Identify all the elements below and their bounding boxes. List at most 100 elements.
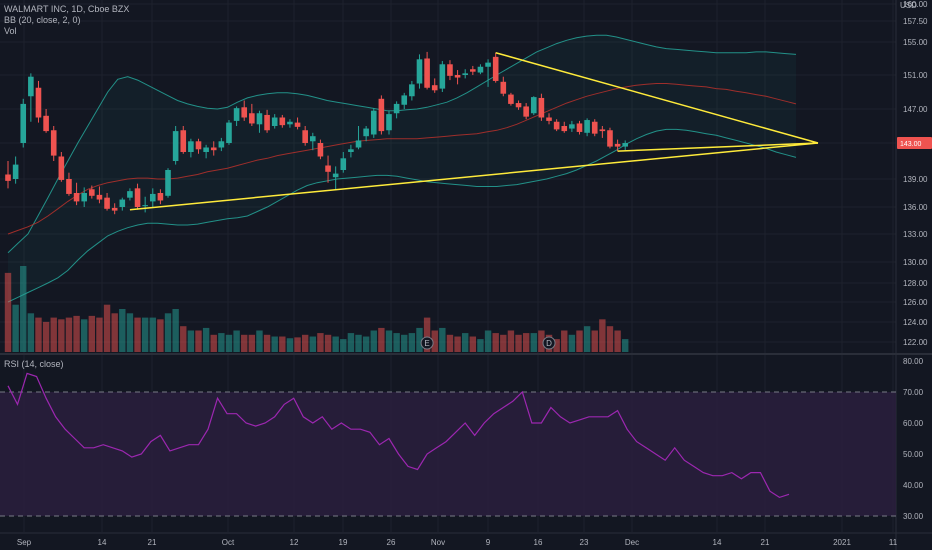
volume-bar xyxy=(576,330,583,352)
volume-bar xyxy=(324,334,332,352)
bb-indicator-label[interactable]: BB (20, close, 2, 0) xyxy=(4,15,81,25)
rsi-polyline xyxy=(7,372,790,499)
candle-body xyxy=(614,143,621,147)
volume-bar xyxy=(446,334,454,352)
volume-bar xyxy=(393,333,400,352)
volume-bar xyxy=(65,317,73,352)
candle-body xyxy=(134,188,141,207)
bb-upper-band xyxy=(7,34,797,254)
volume-bar xyxy=(81,319,88,352)
volume-bar xyxy=(507,330,515,352)
volume-bar xyxy=(317,333,324,352)
volume-bar xyxy=(378,327,385,352)
volume-bar xyxy=(500,334,507,352)
marker-e-icon[interactable]: E xyxy=(420,336,434,350)
volume-bar xyxy=(484,330,492,352)
volume-bar xyxy=(180,326,187,352)
volume-bar xyxy=(279,336,286,352)
candle-body xyxy=(73,193,80,202)
rsi-indicator-label[interactable]: RSI (14, close) xyxy=(4,359,64,369)
time-tick-label: 26 xyxy=(387,538,396,547)
volume-bar xyxy=(103,304,111,352)
time-tick-label: Dec xyxy=(625,538,639,547)
volume-bar xyxy=(599,319,606,352)
volume-bar xyxy=(362,336,370,352)
candle-body xyxy=(500,81,507,94)
volume-bar xyxy=(492,333,499,352)
volume-bar xyxy=(256,330,263,352)
main-legend: WALMART INC, 1D, Cboe BZX BB (20, close,… xyxy=(4,4,129,37)
candle-body xyxy=(111,207,118,211)
rsi-band-fill xyxy=(0,392,896,516)
candle-body xyxy=(271,117,278,126)
candle-body xyxy=(317,143,324,157)
volume-bar xyxy=(294,337,301,352)
candle-body xyxy=(226,122,232,143)
volume-bar xyxy=(401,334,408,352)
trendline-1 xyxy=(129,142,819,211)
volume-bar xyxy=(96,317,103,352)
triangle-trendlines xyxy=(129,52,819,211)
candlesticks[interactable] xyxy=(5,51,629,215)
candle-body xyxy=(249,113,255,124)
candle-body xyxy=(119,199,126,207)
candle-body xyxy=(188,141,194,152)
rsi-line xyxy=(7,372,790,499)
volume-bar xyxy=(332,336,339,352)
candle-body xyxy=(195,141,202,150)
bb-basis-line xyxy=(7,83,797,235)
candle-body xyxy=(462,73,468,75)
volume-bar xyxy=(462,333,469,352)
candle-body xyxy=(43,115,49,132)
price-tick-label: 151.00 xyxy=(903,71,928,80)
candle-body xyxy=(325,165,331,172)
volume-indicator-label[interactable]: Vol xyxy=(4,26,17,36)
candle-body xyxy=(5,174,11,181)
candle-body xyxy=(264,114,270,131)
volume-bar xyxy=(522,333,530,352)
candle-body xyxy=(340,158,347,170)
symbol-title[interactable]: WALMART INC, 1D, Cboe BZX xyxy=(4,4,130,14)
candle-body xyxy=(348,149,354,152)
candle-body xyxy=(58,156,65,180)
volume-bar xyxy=(416,327,423,352)
candle-body xyxy=(20,103,27,143)
volume-bar xyxy=(606,326,614,352)
time-axis[interactable]: Sep 14 21 Oct 12 19 26 Nov 9 16 23 Dec 14 21 2021 11 xyxy=(17,538,898,547)
volume-bar xyxy=(134,317,141,352)
volume-bar xyxy=(27,313,35,352)
candle-body xyxy=(607,130,613,147)
trendline-2 xyxy=(495,52,819,144)
bollinger-bands xyxy=(7,34,797,303)
volume-bar xyxy=(568,334,576,352)
volume-bar xyxy=(233,330,240,352)
volume-bar xyxy=(431,330,438,352)
time-tick-label: 11 xyxy=(889,538,898,547)
candle-body xyxy=(439,64,446,89)
price-tick-label: 126.00 xyxy=(903,298,928,307)
candle-body xyxy=(165,170,171,196)
candle-body xyxy=(218,141,225,148)
candle-body xyxy=(378,98,385,132)
price-tick-label: 130.00 xyxy=(903,258,928,267)
candle-body xyxy=(127,191,133,198)
candle-body xyxy=(12,164,19,179)
candle-body xyxy=(294,122,301,127)
candle-body xyxy=(355,140,362,148)
volume-bar xyxy=(73,315,80,352)
volume-bar xyxy=(583,326,591,352)
time-tick-label: 12 xyxy=(290,538,299,547)
rsi-overbought-band xyxy=(0,391,896,517)
rsi-tick-label: 70.00 xyxy=(903,388,924,397)
candle-body xyxy=(401,95,408,105)
volume-bar xyxy=(172,309,179,352)
candle-body xyxy=(66,179,72,194)
price-tick-label: 147.00 xyxy=(903,105,928,114)
candle-body xyxy=(256,113,263,125)
time-tick-label: 21 xyxy=(761,538,770,547)
marker-d-icon[interactable]: D xyxy=(542,336,556,350)
volume-bar xyxy=(12,304,19,352)
